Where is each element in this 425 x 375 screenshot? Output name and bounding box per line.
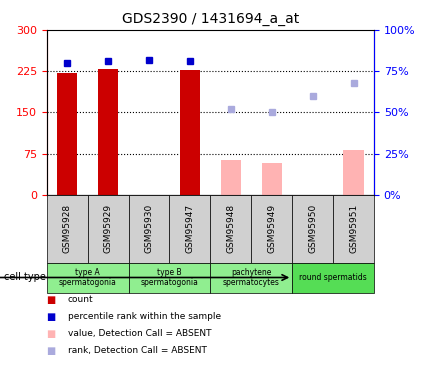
- Text: GSM95928: GSM95928: [63, 204, 72, 254]
- Text: ■: ■: [46, 329, 56, 339]
- Text: GSM95930: GSM95930: [144, 204, 153, 254]
- Text: value, Detection Call = ABSENT: value, Detection Call = ABSENT: [68, 329, 212, 338]
- Bar: [180, 70, 200, 195]
- Text: type B
spermatogonia: type B spermatogonia: [141, 268, 198, 287]
- Bar: [128, 262, 210, 292]
- Text: ■: ■: [46, 312, 56, 322]
- Text: percentile rank within the sample: percentile rank within the sample: [68, 312, 221, 321]
- Bar: [98, 69, 118, 195]
- Bar: [88, 195, 128, 262]
- Text: rank, Detection Call = ABSENT: rank, Detection Call = ABSENT: [68, 346, 207, 355]
- Bar: [292, 262, 374, 292]
- Bar: [170, 195, 210, 262]
- Text: GSM95950: GSM95950: [308, 204, 317, 254]
- Bar: [47, 195, 88, 262]
- Bar: [292, 195, 333, 262]
- Text: GSM95948: GSM95948: [227, 204, 235, 254]
- Bar: [343, 150, 364, 195]
- Text: ■: ■: [46, 295, 56, 305]
- Bar: [333, 195, 374, 262]
- Bar: [221, 160, 241, 195]
- Text: pachytene
spermatocytes: pachytene spermatocytes: [223, 268, 280, 287]
- Bar: [210, 195, 251, 262]
- Text: cell type: cell type: [4, 273, 46, 282]
- Bar: [251, 195, 292, 262]
- Text: GSM95951: GSM95951: [349, 204, 358, 254]
- Text: GSM95947: GSM95947: [185, 204, 194, 254]
- Text: count: count: [68, 296, 94, 304]
- Bar: [261, 163, 282, 195]
- Bar: [57, 73, 77, 195]
- Bar: [128, 195, 170, 262]
- Text: ■: ■: [46, 346, 56, 355]
- Title: GDS2390 / 1431694_a_at: GDS2390 / 1431694_a_at: [122, 12, 299, 26]
- Bar: [210, 262, 292, 292]
- Text: type A
spermatogonia: type A spermatogonia: [59, 268, 116, 287]
- Text: GSM95949: GSM95949: [267, 204, 276, 254]
- Text: GSM95929: GSM95929: [104, 204, 113, 254]
- Bar: [47, 262, 128, 292]
- Text: round spermatids: round spermatids: [299, 273, 367, 282]
